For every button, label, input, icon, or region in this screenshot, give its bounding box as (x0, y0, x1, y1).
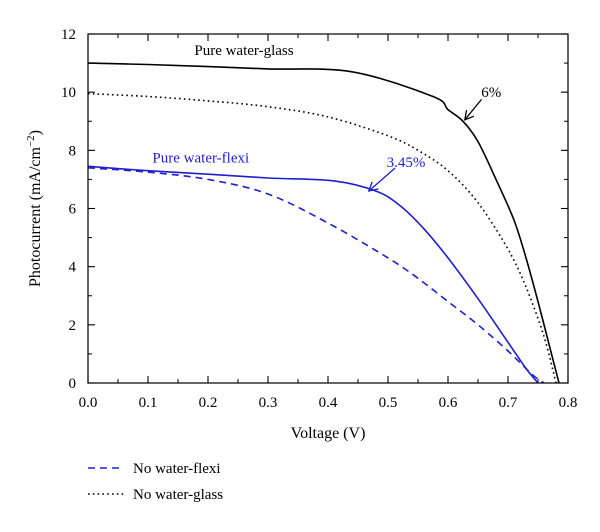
y-tick-label: 2 (69, 318, 77, 334)
series-layer (87, 62, 560, 384)
y-tick-label: 8 (69, 143, 77, 159)
legend-label: No water-flexi (133, 461, 221, 477)
y-axis-title: Photocurrent (mA/cm−2) (25, 130, 44, 287)
plot-frame (87, 33, 569, 384)
x-tick-label: 0.1 (139, 395, 158, 411)
tick-labels: 0.0 0.1 0.2 0.3 0.4 0.5 0.6 0.7 0.8 0 2 4 6 8 10 12 (61, 27, 577, 411)
y-axis-title-main: Photocurrent (mA/cm (27, 146, 44, 287)
x-tick-label: 0.7 (499, 395, 518, 411)
x-tick-label: 0.4 (319, 395, 338, 411)
annotation-layer: Pure water-glass 6% Pure water-flexi 3.45% (152, 43, 501, 191)
y-tick-label: 6 (69, 202, 77, 218)
y-tick-label: 0 (69, 376, 77, 392)
x-tick-label: 0.2 (199, 395, 218, 411)
y-tick-label: 4 (69, 260, 77, 276)
annotation-pure-water-flexi: Pure water-flexi (152, 151, 249, 167)
y-axis-title-sup: −2 (25, 135, 37, 147)
axis-ticks (87, 33, 569, 384)
annotation-6-: 6% (481, 85, 501, 101)
y-tick-label: 12 (61, 27, 76, 43)
annotation-arrow-3-45- (369, 167, 396, 191)
y-axis-title-close: ) (27, 130, 44, 135)
series-line-no-water-glass (87, 92, 557, 384)
series-line-no-water-flexi (87, 167, 545, 384)
annotation-arrow-6- (465, 98, 483, 119)
x-tick-label: 0.5 (379, 395, 398, 411)
legend: No water-flexi No water-glass (88, 461, 223, 503)
legend-label: No water-glass (133, 487, 223, 503)
annotation-pure-water-glass: Pure water-glass (194, 43, 293, 59)
annotation-3-45-: 3.45% (387, 155, 426, 171)
x-tick-label: 0.0 (79, 395, 98, 411)
series-line-pure-water-flexi (87, 165, 539, 384)
x-tick-label: 0.6 (439, 395, 458, 411)
x-axis-title: Voltage (V) (291, 425, 366, 442)
x-tick-label: 0.8 (559, 395, 578, 411)
x-tick-label: 0.3 (259, 395, 278, 411)
y-tick-label: 10 (61, 85, 76, 101)
series-line-pure-water-glass (87, 62, 560, 384)
